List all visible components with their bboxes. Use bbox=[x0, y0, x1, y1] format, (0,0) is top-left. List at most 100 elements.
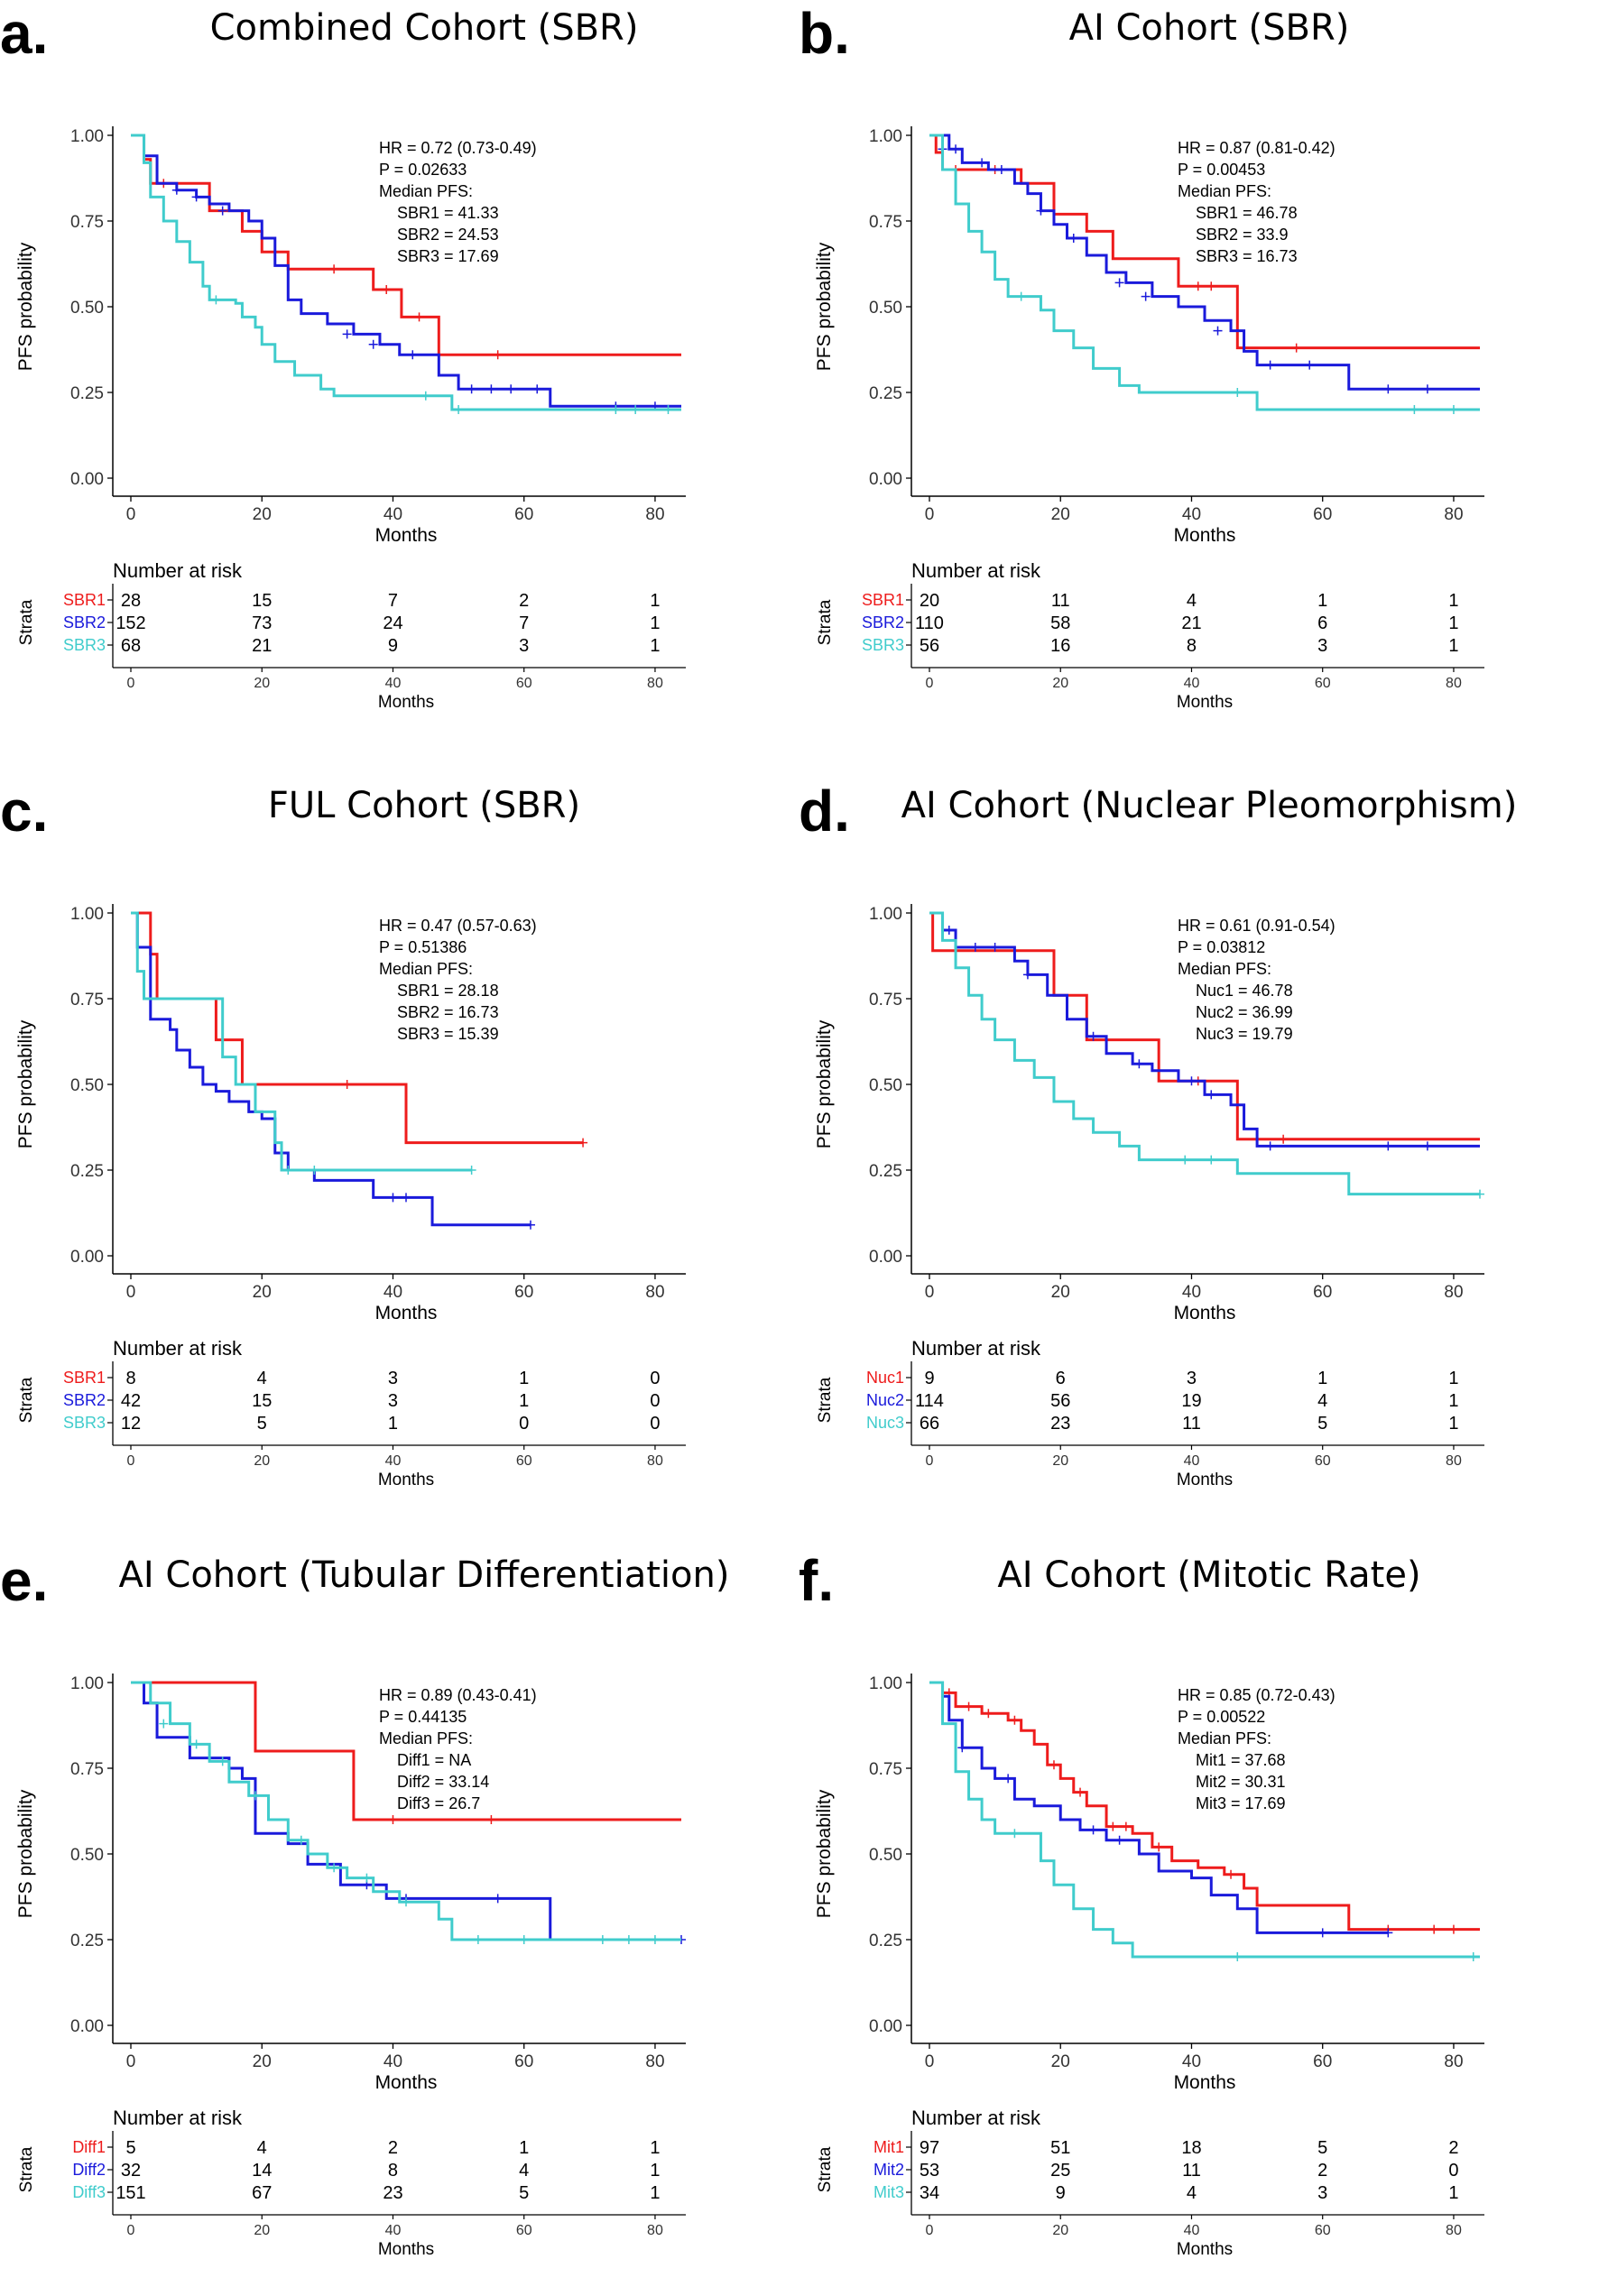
panel-1: b. AI Cohort (SBR) 0.00 0.25 0.50 0.75 1.00 0 20… bbox=[799, 0, 1593, 749]
censor-mark bbox=[1383, 1928, 1393, 1938]
censor-mark bbox=[1036, 206, 1046, 216]
y-axis-label: PFS probability bbox=[814, 1019, 835, 1148]
censor-mark bbox=[250, 1791, 260, 1801]
stats-line: SBR2 = 33.9 bbox=[1196, 226, 1289, 244]
censor-mark bbox=[1088, 1031, 1098, 1041]
km-curve-sbr3 bbox=[131, 911, 472, 1172]
stats-line: P = 0.03812 bbox=[1178, 938, 1265, 956]
censor-mark bbox=[532, 384, 542, 394]
risk-count: 34 bbox=[920, 2183, 939, 2203]
censor-mark bbox=[1049, 1760, 1058, 1770]
stats-line: HR = 0.85 (0.72-0.43) bbox=[1178, 1686, 1336, 1704]
risk-count: 73 bbox=[252, 613, 272, 633]
risk-count: 0 bbox=[650, 1369, 660, 1388]
y-tick-label: 1.00 bbox=[869, 1674, 902, 1693]
censor-mark bbox=[467, 384, 476, 394]
censor-mark bbox=[1206, 1155, 1216, 1165]
x-tick-label: 80 bbox=[1444, 1283, 1463, 1302]
censor-mark bbox=[1279, 1134, 1289, 1144]
risk-count: 51 bbox=[1050, 2138, 1070, 2158]
risk-table-title: Number at risk bbox=[911, 1337, 1041, 1360]
risk-count: 20 bbox=[920, 591, 939, 611]
risk-count: 3 bbox=[388, 1391, 398, 1411]
x-tick-label: 60 bbox=[1313, 505, 1332, 524]
risk-row-label: Diff2 bbox=[72, 2161, 106, 2179]
censor-mark bbox=[1448, 1924, 1458, 1934]
stats-line: Median PFS: bbox=[379, 182, 473, 200]
censor-mark bbox=[217, 1757, 227, 1766]
censor-mark bbox=[421, 391, 430, 401]
risk-count: 67 bbox=[252, 2183, 272, 2203]
y-axis-label: PFS probability bbox=[814, 1789, 835, 1918]
censor-mark bbox=[368, 339, 378, 349]
risk-x-axis-label: Months bbox=[378, 2240, 434, 2259]
risk-x-tick-label: 0 bbox=[926, 2223, 934, 2238]
risk-row-label: SBR1 bbox=[63, 1369, 106, 1387]
risk-count: 9 bbox=[388, 636, 398, 656]
censor-mark bbox=[1410, 405, 1419, 414]
km-curve-mit3 bbox=[929, 1681, 1480, 1959]
x-tick-label: 60 bbox=[1313, 1283, 1332, 1302]
y-tick-label: 0.75 bbox=[869, 1760, 902, 1779]
y-tick-label: 0.50 bbox=[869, 1846, 902, 1865]
panel-title: AI Cohort (Mitotic Rate) bbox=[997, 1554, 1421, 1596]
strata-label: Strata bbox=[816, 2146, 835, 2192]
x-tick-label: 80 bbox=[645, 1283, 664, 1302]
censor-mark bbox=[1226, 1869, 1236, 1879]
stats-line: Diff3 = 26.7 bbox=[397, 1794, 480, 1812]
censor-mark bbox=[1206, 281, 1216, 291]
risk-row-label: SBR1 bbox=[63, 591, 106, 609]
stats-line: HR = 0.72 (0.73-0.49) bbox=[379, 139, 537, 157]
y-tick-label: 0.75 bbox=[70, 1760, 104, 1779]
stats-line: Mit2 = 30.31 bbox=[1196, 1773, 1286, 1791]
strata-label: Strata bbox=[17, 1377, 36, 1423]
risk-x-tick-label: 40 bbox=[1184, 676, 1200, 691]
x-axis-label: Months bbox=[1174, 2072, 1236, 2093]
risk-row-label: Diff1 bbox=[72, 2138, 106, 2156]
censor-mark bbox=[1422, 384, 1432, 394]
km-curve-mit1 bbox=[929, 1681, 1480, 1932]
censor-mark bbox=[1016, 291, 1026, 301]
risk-x-tick-label: 20 bbox=[1052, 2223, 1068, 2238]
risk-x-tick-label: 0 bbox=[926, 676, 934, 691]
panel-0: a. Combined Cohort (SBR) 0.00 0.25 0.50 0.75 1… bbox=[0, 0, 794, 749]
y-tick-label: 0.25 bbox=[70, 1162, 104, 1181]
risk-count: 11 bbox=[1182, 2161, 1201, 2181]
censor-mark bbox=[1383, 1141, 1393, 1151]
risk-x-tick-label: 80 bbox=[647, 2223, 663, 2238]
risk-count: 2 bbox=[1448, 2138, 1458, 2158]
censor-mark bbox=[486, 384, 496, 394]
stats-line: Diff2 = 33.14 bbox=[397, 1773, 489, 1791]
censor-mark bbox=[1134, 1059, 1144, 1069]
censor-mark bbox=[454, 405, 464, 414]
censor-mark bbox=[329, 1863, 339, 1873]
panel-letter: f. bbox=[799, 1548, 835, 1613]
y-axis-label: PFS probability bbox=[15, 1019, 36, 1148]
risk-count: 25 bbox=[1050, 2161, 1070, 2181]
risk-count: 24 bbox=[383, 613, 402, 633]
risk-count: 16 bbox=[1050, 636, 1070, 656]
risk-x-tick-label: 0 bbox=[926, 1453, 934, 1469]
risk-count: 0 bbox=[650, 1391, 660, 1411]
risk-count: 5 bbox=[257, 1414, 267, 1434]
risk-count: 4 bbox=[1187, 591, 1197, 611]
risk-count: 1 bbox=[1448, 636, 1458, 656]
panel-letter: d. bbox=[799, 779, 850, 844]
risk-x-tick-label: 40 bbox=[385, 2223, 402, 2238]
y-tick-label: 1.00 bbox=[70, 905, 104, 924]
x-tick-label: 60 bbox=[1313, 2052, 1332, 2071]
censor-mark bbox=[467, 1166, 476, 1175]
censor-mark bbox=[493, 1894, 503, 1904]
censor-mark bbox=[191, 192, 201, 202]
km-curve-sbr1 bbox=[131, 911, 584, 1145]
panel-3: d. AI Cohort (Nuclear Pleomorphism) 0.00 0.… bbox=[799, 778, 1593, 1526]
y-tick-label: 0.75 bbox=[70, 991, 104, 1010]
risk-table-title: Number at risk bbox=[113, 559, 243, 582]
risk-count: 1 bbox=[650, 2183, 660, 2203]
km-curve-sbr3 bbox=[131, 134, 681, 411]
risk-count: 9 bbox=[924, 1369, 934, 1388]
risk-count: 8 bbox=[1187, 636, 1197, 656]
